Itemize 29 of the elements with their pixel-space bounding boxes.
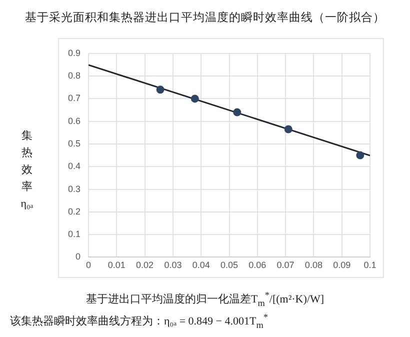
x-tick-label: 0.04 [192, 260, 210, 270]
y-tick-label: 0.9 [68, 48, 81, 58]
x-tick-label: 0 [86, 260, 92, 270]
x-tick-label: 0.05 [220, 260, 238, 270]
x-tick-label: 0.02 [136, 260, 154, 270]
chart-title: 基于采光面积和集热器进出口平均温度的瞬时效率曲线（一阶拟合） [24, 10, 386, 25]
y-tick-label: 0.3 [68, 184, 81, 194]
point [190, 94, 199, 103]
point [156, 86, 164, 94]
x-tick-label: 0.06 [248, 260, 266, 270]
x-tick-label: 0.1 [364, 260, 376, 270]
point [284, 125, 292, 134]
y-tick-label: 0.1 [68, 229, 81, 240]
y-tick-label: 0.2 [68, 206, 81, 216]
x-tick-label: 0.08 [304, 260, 322, 270]
y-tick-label: 0.5 [68, 138, 81, 148]
x-tick-label: 0.07 [276, 260, 294, 270]
y-tick-label: 0.8 [68, 70, 81, 81]
y-tick-label: 0.4 [68, 161, 81, 172]
x-axis-title: 基于进出口平均温度的归一化温差T$_{m}$$^{*}$/[(m²·K)/W] [84, 290, 326, 308]
x-tick-label: 0.03 [164, 260, 182, 270]
point [233, 108, 242, 116]
y-axis-title: 集热效率η₀ₐ [20, 129, 34, 212]
y-tick-label: 0.7 [68, 93, 81, 104]
y-tick-label: 0 [75, 252, 81, 262]
y-tick-label: 0.6 [68, 116, 81, 126]
x-tick-label: 0.01 [108, 260, 126, 270]
point [356, 151, 364, 160]
x-tick-label: 0.09 [333, 260, 351, 270]
